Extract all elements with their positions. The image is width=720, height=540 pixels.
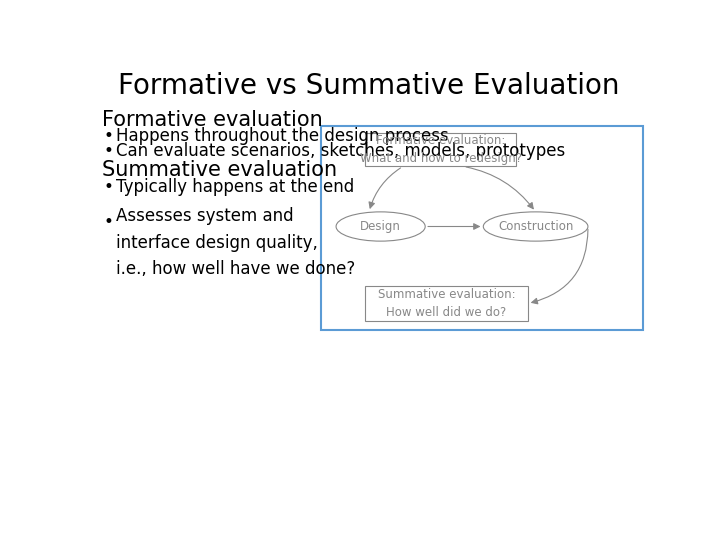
Text: Summative evaluation: Summative evaluation — [102, 160, 337, 180]
Ellipse shape — [483, 212, 588, 241]
Text: Typically happens at the end: Typically happens at the end — [116, 178, 354, 196]
Text: Formative vs Summative Evaluation: Formative vs Summative Evaluation — [118, 72, 620, 100]
FancyBboxPatch shape — [365, 133, 516, 166]
Ellipse shape — [336, 212, 426, 241]
FancyBboxPatch shape — [321, 126, 642, 330]
FancyBboxPatch shape — [365, 286, 528, 321]
Text: Happens throughout the design process: Happens throughout the design process — [116, 127, 449, 145]
Text: Assesses system and
interface design quality,
i.e., how well have we done?: Assesses system and interface design qua… — [116, 207, 355, 278]
Text: Summative evaluation:
How well did we do?: Summative evaluation: How well did we do… — [378, 288, 516, 319]
Text: Formative evaluation:
What and how to redesign?: Formative evaluation: What and how to re… — [360, 134, 522, 165]
Text: •: • — [104, 213, 114, 231]
Text: •: • — [104, 178, 114, 196]
Text: Can evaluate scenarios, sketches, models, prototypes: Can evaluate scenarios, sketches, models… — [116, 142, 564, 160]
Text: •: • — [104, 142, 114, 160]
Text: Design: Design — [360, 220, 401, 233]
Text: Formative evaluation: Formative evaluation — [102, 110, 323, 130]
Text: Construction: Construction — [498, 220, 573, 233]
Text: •: • — [104, 127, 114, 145]
